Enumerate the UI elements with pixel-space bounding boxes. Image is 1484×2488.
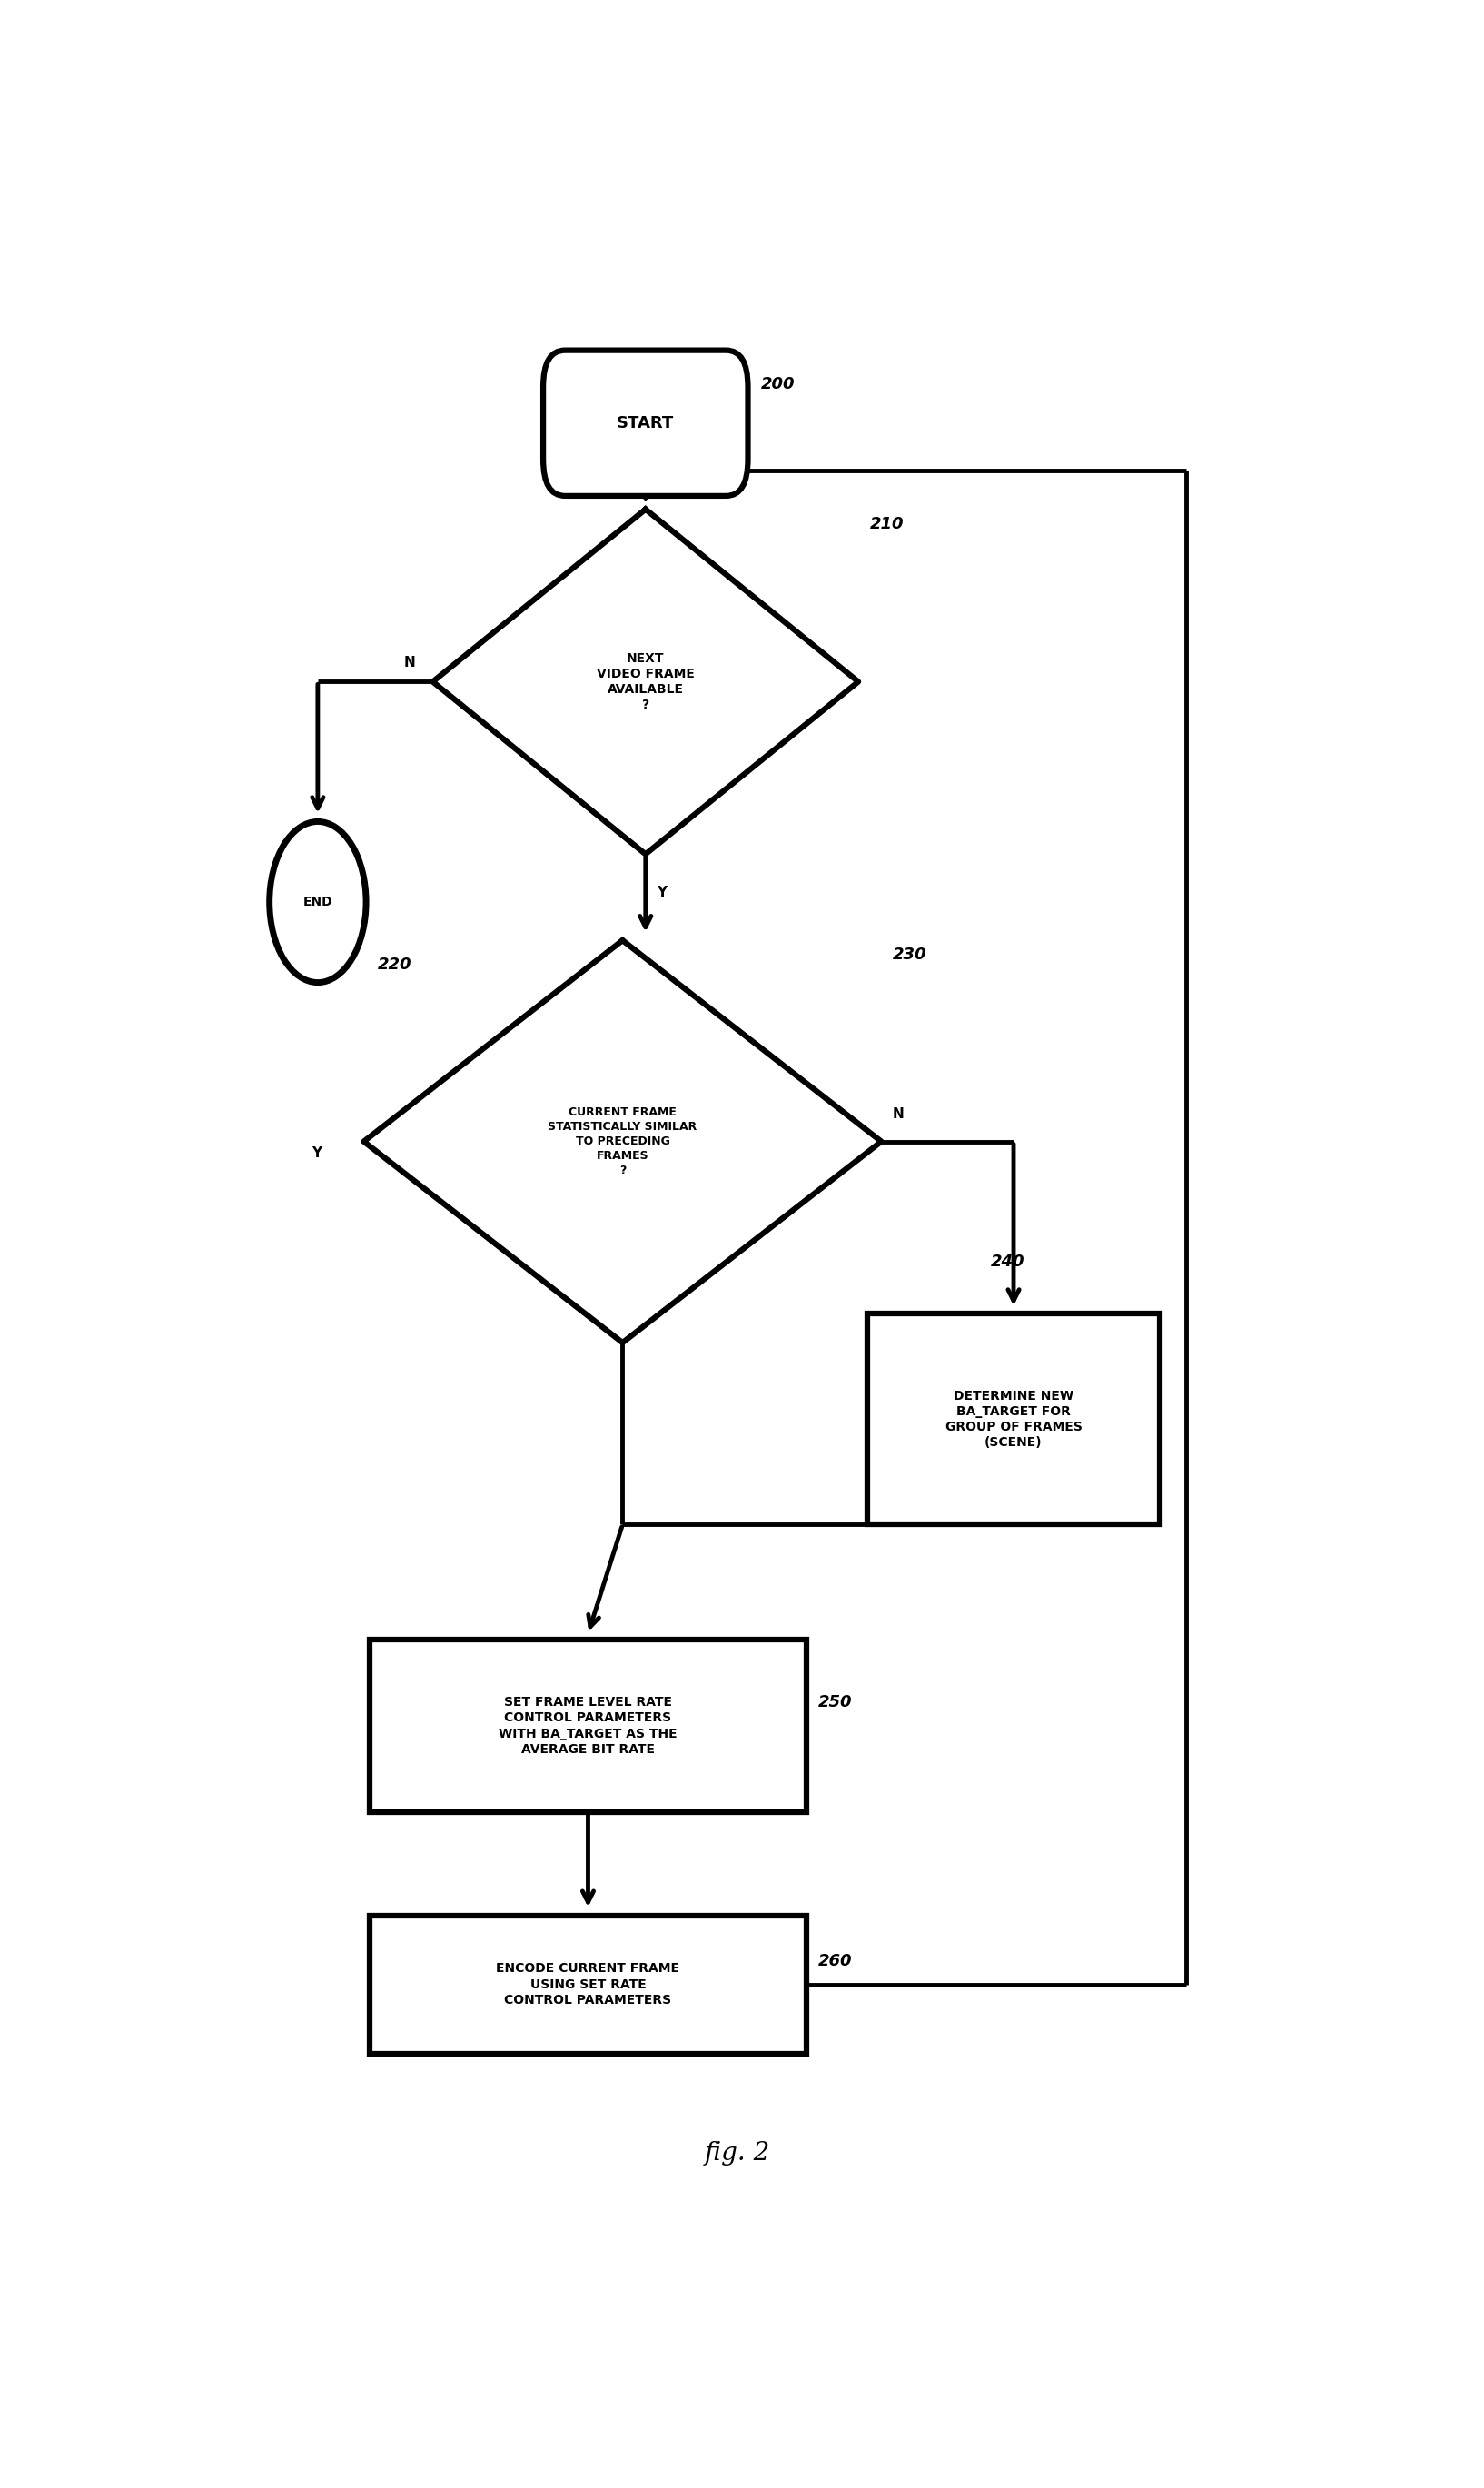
Text: ENCODE CURRENT FRAME
USING SET RATE
CONTROL PARAMETERS: ENCODE CURRENT FRAME USING SET RATE CONT… bbox=[496, 1963, 680, 2005]
Text: CURRENT FRAME
STATISTICALLY SIMILAR
TO PRECEDING
FRAMES
?: CURRENT FRAME STATISTICALLY SIMILAR TO P… bbox=[548, 1107, 697, 1177]
Text: 200: 200 bbox=[760, 376, 794, 393]
Polygon shape bbox=[364, 940, 881, 1344]
Text: 210: 210 bbox=[870, 515, 904, 532]
Text: 240: 240 bbox=[991, 1254, 1024, 1269]
FancyBboxPatch shape bbox=[543, 351, 748, 495]
Text: N: N bbox=[893, 1107, 904, 1122]
Text: 260: 260 bbox=[818, 1953, 852, 1968]
Text: NEXT
VIDEO FRAME
AVAILABLE
?: NEXT VIDEO FRAME AVAILABLE ? bbox=[597, 652, 695, 712]
Text: 230: 230 bbox=[893, 948, 928, 963]
Text: 220: 220 bbox=[377, 955, 411, 973]
Text: N: N bbox=[404, 654, 416, 669]
Bar bbox=[867, 1314, 1160, 1525]
Bar bbox=[370, 1916, 807, 2053]
Polygon shape bbox=[433, 510, 858, 853]
Bar bbox=[370, 1640, 807, 1811]
Text: Y: Y bbox=[657, 886, 668, 898]
Text: DETERMINE NEW
BA_TARGET FOR
GROUP OF FRAMES
(SCENE): DETERMINE NEW BA_TARGET FOR GROUP OF FRA… bbox=[945, 1388, 1082, 1448]
Circle shape bbox=[270, 821, 367, 983]
Text: SET FRAME LEVEL RATE
CONTROL PARAMETERS
WITH BA_TARGET AS THE
AVERAGE BIT RATE: SET FRAME LEVEL RATE CONTROL PARAMETERS … bbox=[499, 1697, 677, 1757]
Text: END: END bbox=[303, 896, 332, 908]
Text: START: START bbox=[617, 415, 674, 430]
Text: Y: Y bbox=[312, 1147, 322, 1159]
Text: fig. 2: fig. 2 bbox=[705, 2140, 770, 2165]
Text: 250: 250 bbox=[818, 1694, 852, 1709]
